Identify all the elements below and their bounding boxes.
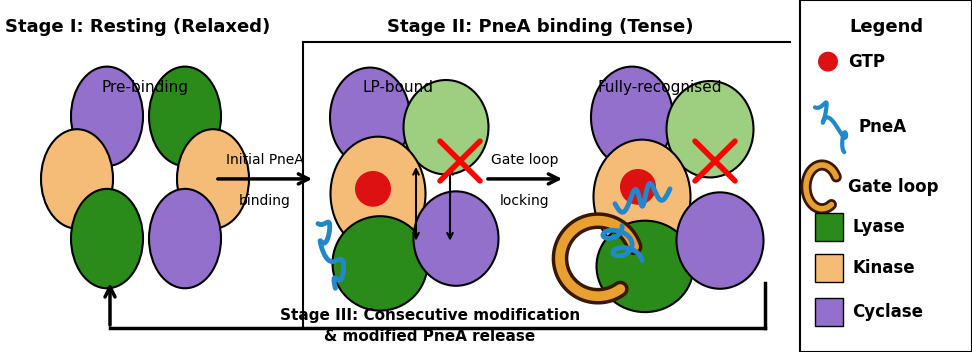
Text: Stage II: PneA binding (Tense): Stage II: PneA binding (Tense) (387, 18, 693, 36)
Ellipse shape (71, 67, 143, 166)
Text: LP-bound: LP-bound (363, 80, 434, 95)
Text: Fully-recognised: Fully-recognised (598, 80, 722, 95)
Ellipse shape (330, 68, 410, 167)
Ellipse shape (667, 81, 753, 177)
Ellipse shape (149, 189, 221, 288)
Circle shape (818, 52, 838, 72)
Ellipse shape (332, 216, 428, 310)
Text: PneA: PneA (858, 118, 906, 136)
Ellipse shape (677, 192, 763, 289)
Text: Lyase: Lyase (852, 218, 905, 236)
Ellipse shape (594, 140, 690, 254)
Circle shape (355, 171, 391, 207)
Text: Gate loop: Gate loop (848, 178, 939, 196)
FancyBboxPatch shape (815, 213, 843, 241)
Text: Kinase: Kinase (852, 259, 915, 278)
Ellipse shape (403, 80, 489, 175)
Text: Gate loop: Gate loop (491, 153, 559, 167)
FancyBboxPatch shape (800, 0, 972, 352)
Ellipse shape (41, 129, 113, 229)
Ellipse shape (149, 67, 221, 166)
Ellipse shape (597, 221, 693, 312)
Text: GTP: GTP (848, 53, 885, 71)
Text: Pre-binding: Pre-binding (101, 80, 189, 95)
Ellipse shape (330, 137, 426, 251)
Ellipse shape (177, 129, 249, 229)
FancyBboxPatch shape (815, 298, 843, 326)
Text: Stage III: Consecutive modification
& modified PneA release: Stage III: Consecutive modification & mo… (280, 308, 580, 344)
Text: Legend: Legend (849, 18, 923, 36)
Text: Cyclase: Cyclase (852, 303, 923, 321)
Text: binding: binding (239, 194, 291, 208)
Circle shape (620, 169, 656, 205)
Ellipse shape (591, 67, 673, 168)
Ellipse shape (413, 192, 499, 286)
Ellipse shape (71, 189, 143, 288)
Text: Stage I: Resting (Relaxed): Stage I: Resting (Relaxed) (5, 18, 270, 36)
FancyBboxPatch shape (815, 255, 843, 282)
Text: locking: locking (501, 194, 550, 208)
Text: Initial PneA: Initial PneA (226, 153, 304, 167)
